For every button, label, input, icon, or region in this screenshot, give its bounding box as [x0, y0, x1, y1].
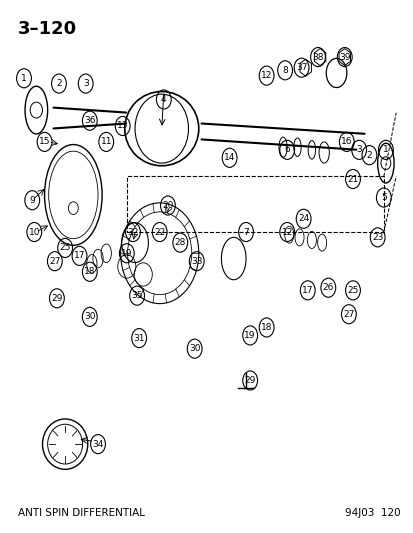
Text: 12: 12 [260, 71, 272, 80]
Text: 39: 39 [338, 53, 350, 62]
Text: 28: 28 [174, 238, 185, 247]
Text: 2: 2 [56, 79, 62, 88]
Text: 25: 25 [59, 244, 71, 253]
Text: 18: 18 [84, 268, 95, 276]
Text: 38: 38 [311, 53, 323, 62]
Text: 16: 16 [340, 138, 352, 147]
Text: 30: 30 [188, 344, 200, 353]
Text: 19: 19 [244, 331, 255, 340]
Text: 31: 31 [133, 334, 145, 343]
Text: 26: 26 [322, 283, 333, 292]
Text: 6: 6 [284, 146, 290, 155]
Text: 23: 23 [371, 233, 382, 242]
Text: 30: 30 [84, 312, 95, 321]
Text: 34: 34 [92, 440, 104, 449]
Text: 8: 8 [282, 66, 287, 75]
Text: 10: 10 [28, 228, 40, 237]
Text: 2: 2 [366, 151, 371, 160]
Text: 7: 7 [242, 228, 248, 237]
Text: 1: 1 [21, 74, 27, 83]
Text: 37: 37 [295, 63, 306, 72]
Text: 18: 18 [260, 323, 272, 332]
Text: 9: 9 [29, 196, 35, 205]
Text: 11: 11 [100, 138, 112, 147]
Text: 17: 17 [74, 252, 85, 261]
Text: 3: 3 [83, 79, 88, 88]
Text: 25: 25 [347, 286, 358, 295]
Text: 14: 14 [223, 154, 235, 163]
Text: 94J03  120: 94J03 120 [344, 508, 399, 519]
Text: 15: 15 [39, 138, 50, 147]
Text: 32: 32 [127, 228, 138, 237]
Text: 13: 13 [116, 122, 128, 131]
Text: 35: 35 [131, 291, 142, 300]
Text: 3: 3 [356, 146, 361, 155]
Text: 22: 22 [154, 228, 165, 237]
Text: 12: 12 [281, 228, 292, 237]
Text: ANTI SPIN DIFFERENTIAL: ANTI SPIN DIFFERENTIAL [18, 508, 145, 519]
Text: 1: 1 [382, 146, 388, 155]
Text: 4: 4 [161, 95, 166, 104]
Text: 20: 20 [162, 201, 173, 210]
Text: 17: 17 [301, 286, 313, 295]
Text: 5: 5 [380, 193, 386, 202]
Text: 21: 21 [347, 174, 358, 183]
Text: 29: 29 [244, 376, 255, 385]
Text: 19: 19 [121, 249, 132, 258]
Text: 3–120: 3–120 [18, 20, 77, 38]
Text: 27: 27 [342, 310, 354, 319]
Text: 24: 24 [297, 214, 309, 223]
Text: 33: 33 [190, 257, 202, 265]
Text: 29: 29 [51, 294, 62, 303]
Text: 27: 27 [49, 257, 60, 265]
Text: 36: 36 [84, 116, 95, 125]
